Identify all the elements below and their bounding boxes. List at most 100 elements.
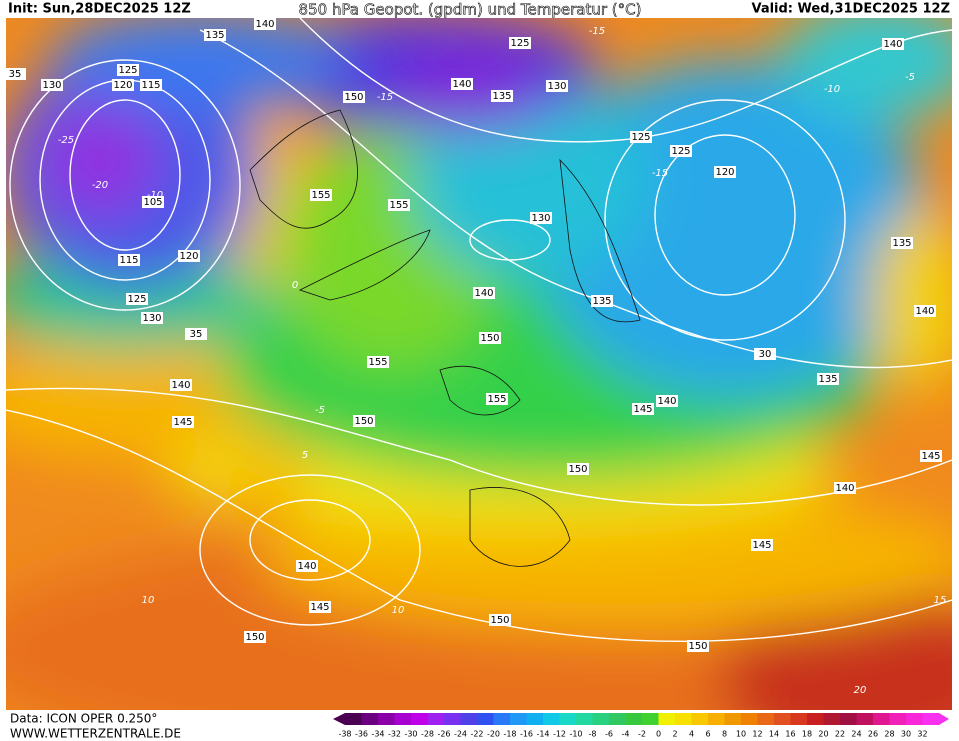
label-box: [142, 196, 164, 208]
label-box: [546, 80, 568, 92]
scale-label: -16: [520, 730, 533, 739]
temperature-label: -5: [315, 405, 325, 416]
label-box: [310, 189, 332, 201]
scale-label: -2: [638, 730, 646, 739]
scale-label: -10: [569, 730, 582, 739]
temperature-label: 20: [854, 685, 867, 696]
label-box: [751, 539, 773, 551]
geopotential-label: 150: [568, 464, 587, 475]
scale-label: -26: [437, 730, 450, 739]
label-box: [567, 463, 589, 475]
geopotential-label: 125: [118, 65, 137, 76]
scale-swatch: [477, 713, 494, 725]
geopotential-label: 140: [452, 79, 471, 90]
temperature-label: -5: [905, 72, 915, 83]
scale-swatch: [889, 713, 907, 725]
scale-swatch: [411, 713, 428, 725]
geopotential-label: 125: [671, 146, 690, 157]
temperature-label: 5: [302, 450, 308, 461]
valid-label: Valid: Wed,31DEC2025 12Z: [751, 2, 950, 17]
label-box: [140, 79, 162, 91]
scale-label: 8: [722, 730, 727, 739]
geopotential-label: 155: [487, 394, 506, 405]
label-box: [473, 287, 495, 299]
temperature-label: -25: [58, 135, 74, 146]
scale-label: -38: [338, 730, 351, 739]
label-box: [491, 90, 513, 102]
scale-swatch: [856, 713, 874, 725]
scale-swatch: [807, 713, 824, 725]
geopotential-label: 135: [818, 374, 837, 385]
geopotential-label: 115: [119, 255, 138, 266]
geopotential-label: 30: [759, 349, 772, 360]
label-box: [204, 29, 226, 41]
scale-swatch: [708, 713, 725, 725]
geopotential-label: 140: [474, 288, 493, 299]
label-box: [178, 250, 200, 262]
scale-label: 32: [917, 730, 927, 739]
scale-swatch: [823, 713, 841, 725]
scale-label: -18: [503, 730, 516, 739]
geopotential-label: 130: [142, 313, 161, 324]
geopotential-label: 140: [297, 561, 316, 572]
scale-label: 30: [901, 730, 911, 739]
scale-label: 10: [736, 730, 746, 739]
coastlines: [249, 109, 641, 567]
geopotential-label: 145: [921, 451, 940, 462]
label-box: [388, 199, 410, 211]
scale-label: -36: [355, 730, 368, 739]
geopotential-label: 125: [510, 38, 529, 49]
temperature-label: 10: [392, 605, 405, 616]
scale-label: 2: [672, 730, 677, 739]
temperature-label: -10: [824, 84, 840, 95]
geopotential-label: 140: [915, 306, 934, 317]
scale-swatch: [609, 713, 626, 725]
label-box: [834, 482, 856, 494]
scale-swatch: [757, 713, 775, 725]
scale-label: 22: [835, 730, 845, 739]
scale-label: -34: [371, 730, 384, 739]
geopotential-label: 130: [42, 80, 61, 91]
geopotential-label: 120: [113, 80, 132, 91]
scale-label: -24: [454, 730, 467, 739]
label-box: [670, 145, 692, 157]
geopotential-label: 135: [592, 296, 611, 307]
scale-swatch: [724, 713, 742, 725]
scale-swatch: [741, 713, 758, 725]
temperature-label: 15: [934, 595, 947, 606]
geopotential-label: 115: [141, 80, 160, 91]
scale-swatch: [378, 713, 395, 725]
label-box: [170, 379, 192, 391]
scale-swatch: [873, 713, 890, 725]
label-box: [296, 560, 318, 572]
scale-label: 14: [769, 730, 779, 739]
scale-swatch: [922, 713, 940, 725]
scale-swatch: [906, 713, 923, 725]
scale-swatch: [774, 713, 791, 725]
temperature-label: -15: [589, 26, 605, 37]
label-box: [714, 166, 736, 178]
label-box: [687, 640, 709, 652]
geopotential-label: 145: [633, 404, 652, 415]
geopotential-label: 140: [835, 483, 854, 494]
label-box: [343, 91, 365, 103]
label-box: [530, 212, 552, 224]
scale-label: 12: [752, 730, 762, 739]
geopotential-label: 130: [531, 213, 550, 224]
geopotential-label: 120: [715, 167, 734, 178]
geopotential-label: 150: [490, 615, 509, 626]
label-box: [630, 131, 652, 143]
label-box: [4, 68, 26, 80]
scale-label: -12: [553, 730, 566, 739]
label-box: [451, 78, 473, 90]
scale-swatch: [790, 713, 808, 725]
geopotential-label: 155: [389, 200, 408, 211]
scale-swatch: [658, 713, 676, 725]
scale-swatch: [840, 713, 857, 725]
temperature-label: 10: [142, 595, 155, 606]
label-box: [632, 403, 654, 415]
geopotential-label: 150: [344, 92, 363, 103]
temperature-label: -15: [377, 92, 393, 103]
